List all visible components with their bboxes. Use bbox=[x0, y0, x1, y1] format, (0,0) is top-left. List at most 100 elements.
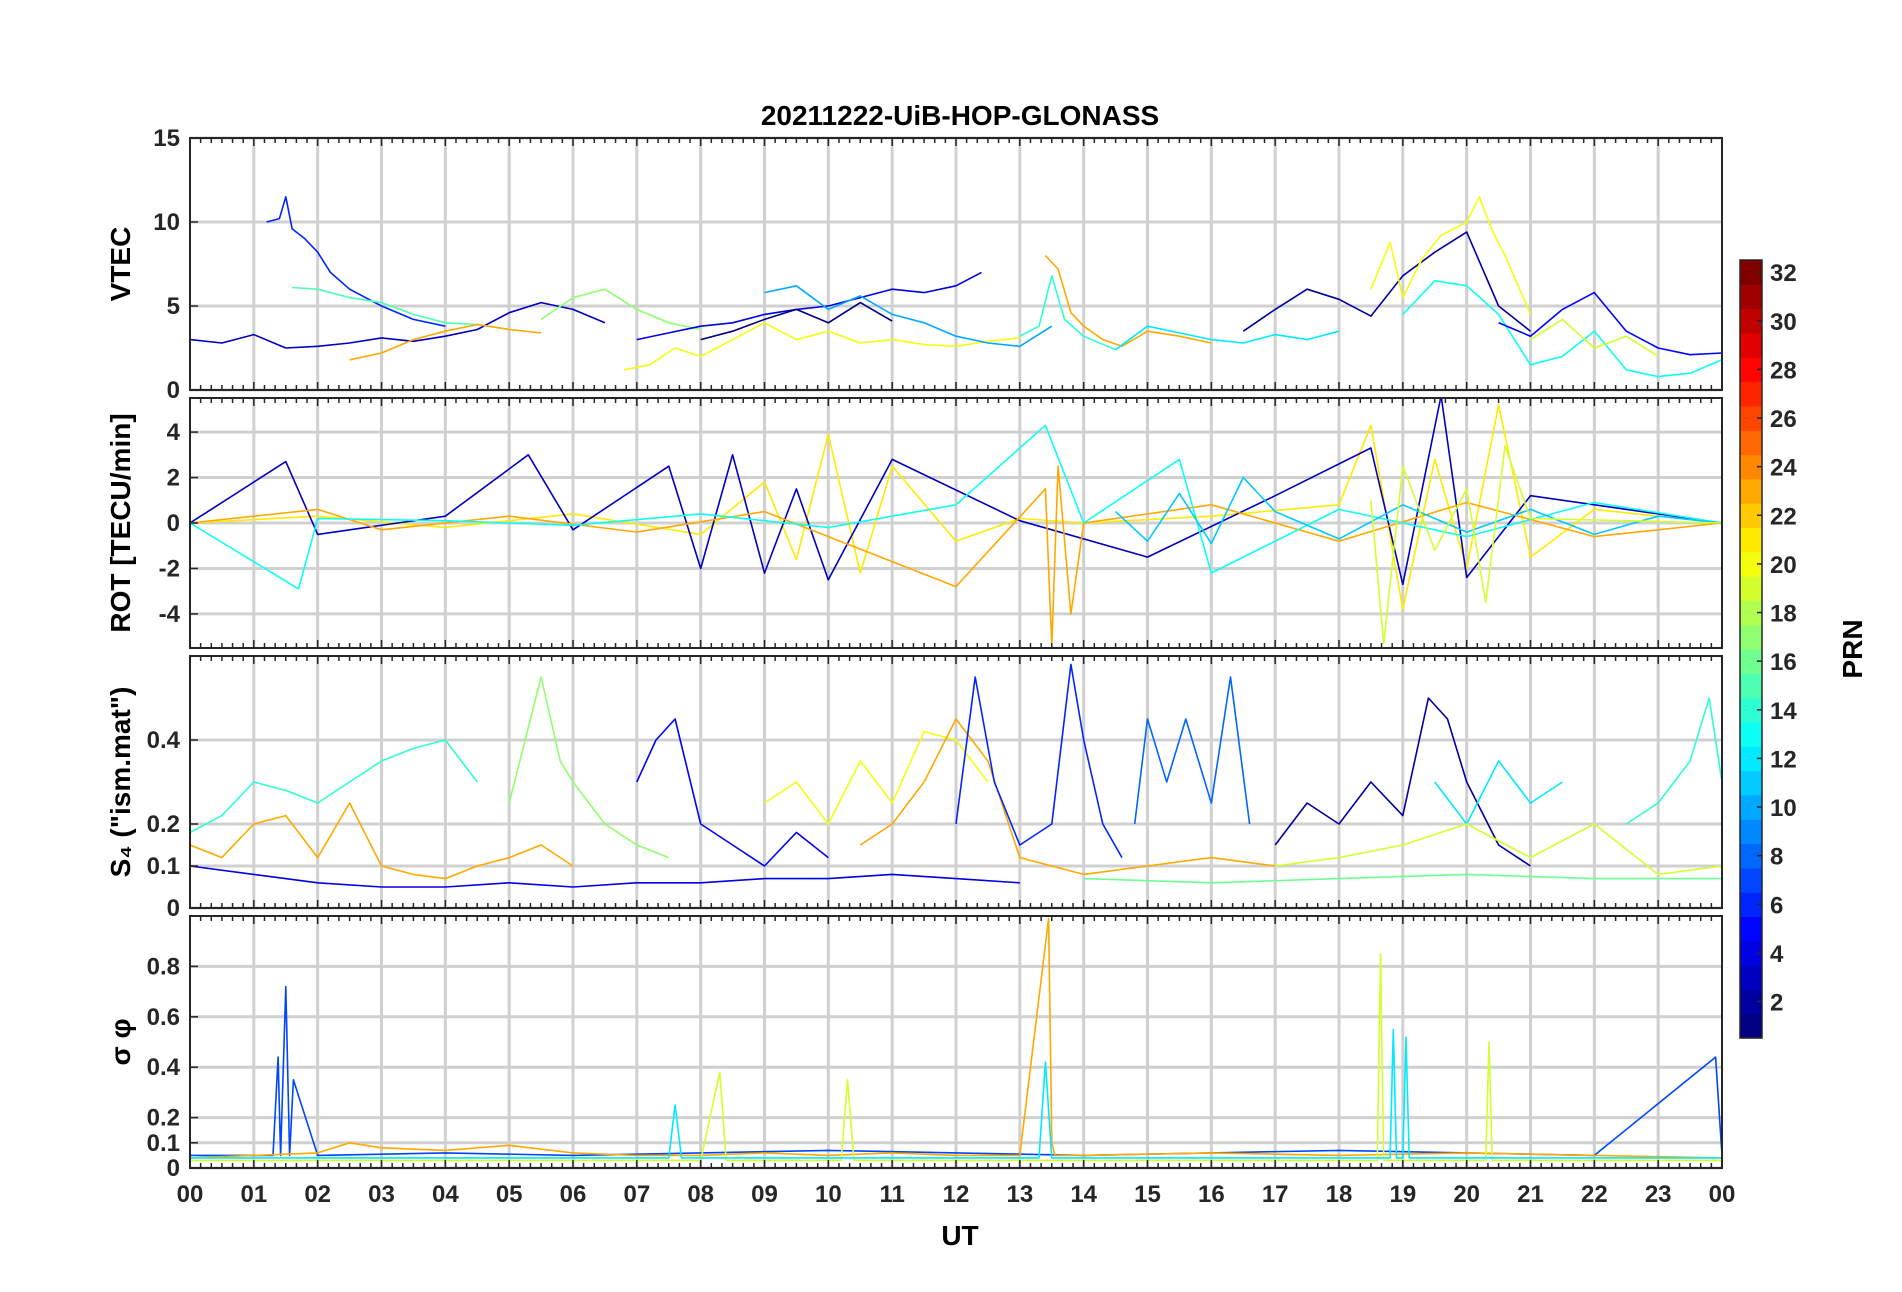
x-tick-label: 01 bbox=[240, 1181, 267, 1208]
colorbar-tick-label: 2 bbox=[1770, 990, 1783, 1017]
y-tick-label: 0 bbox=[167, 1155, 180, 1182]
x-tick-labels: 00 01 02 03 04 05 06 07 08 09 10 11 12 13 14 15 16 17 18 19… bbox=[177, 1181, 1736, 1208]
panel-s4: 0 0.1 0.2 0.4 S₄ ("ism.mat") bbox=[105, 655, 1723, 922]
colorbar-swatch bbox=[1740, 405, 1762, 431]
y-tick-label: 0 bbox=[167, 377, 180, 404]
trace-s4-prn-14 bbox=[1625, 697, 1722, 825]
x-tick-label: 03 bbox=[368, 1181, 395, 1208]
x-tick-label: 13 bbox=[1006, 1181, 1033, 1208]
y-tick-label: 0.1 bbox=[147, 853, 180, 880]
x-tick-label: 00 bbox=[177, 1181, 204, 1208]
trace-vtec-prn-10 bbox=[764, 284, 1053, 348]
trace-s4-prn-23 bbox=[190, 802, 574, 880]
trace-vtec-prn-20 bbox=[623, 321, 1020, 371]
x-tick-label: 04 bbox=[432, 1181, 459, 1208]
colorbar-swatch bbox=[1740, 843, 1762, 869]
trace-vtec-prn-4 bbox=[636, 271, 982, 341]
colorbar-tick-label: 12 bbox=[1770, 746, 1797, 773]
trace-s4-prn-5 bbox=[636, 718, 829, 867]
colorbar-swatch bbox=[1740, 576, 1762, 601]
y-tick-label: 0.2 bbox=[147, 1105, 180, 1132]
trace-rot-prn-21 bbox=[190, 403, 1722, 611]
colorbar-swatch bbox=[1740, 332, 1762, 358]
y-axis-label-s4: S₄ ("ism.mat") bbox=[105, 687, 136, 878]
x-tick-label: 21 bbox=[1517, 1181, 1544, 1208]
trace-vtec-prn-23 bbox=[349, 323, 542, 361]
x-tick-label: 20 bbox=[1453, 1181, 1480, 1208]
y-axis-label-vtec: VTEC bbox=[105, 227, 136, 302]
colorbar-swatch bbox=[1740, 867, 1762, 893]
colorbar-swatch bbox=[1740, 454, 1762, 480]
colorbar-swatch bbox=[1740, 527, 1762, 553]
trace-s4-prn-12 bbox=[1434, 760, 1563, 825]
y-tick-label: 0.4 bbox=[147, 727, 181, 754]
x-tick-label: 14 bbox=[1070, 1181, 1097, 1208]
y-tick-label: 10 bbox=[153, 209, 180, 236]
trace-vtec-prn-14 bbox=[1019, 274, 1116, 351]
y-tick-label: 0.6 bbox=[147, 1004, 180, 1031]
colorbar-tick-label: 6 bbox=[1770, 892, 1783, 919]
x-tick-label: 16 bbox=[1198, 1181, 1225, 1208]
colorbar-swatch bbox=[1740, 649, 1762, 674]
panel-rot: -4 -2 0 2 4 ROT [TECU/min] bbox=[105, 397, 1723, 649]
y-tick-label: 0 bbox=[167, 510, 180, 537]
y-tick-label: 15 bbox=[153, 125, 180, 152]
colorbar-swatch bbox=[1740, 892, 1762, 918]
colorbar-swatch bbox=[1740, 260, 1762, 285]
trace-rot-prn-13 bbox=[190, 424, 1722, 590]
x-tick-label: 10 bbox=[815, 1181, 842, 1208]
colorbar-swatch bbox=[1740, 697, 1762, 723]
y-tick-label: 0 bbox=[167, 895, 180, 922]
y-tick-label: 0.1 bbox=[147, 1130, 180, 1157]
trace-rot-prn-11 bbox=[1115, 476, 1722, 545]
traces-s4 bbox=[190, 663, 1722, 888]
x-tick-label: 15 bbox=[1134, 1181, 1161, 1208]
trace-s4-prn-8 bbox=[1133, 676, 1251, 825]
colorbar-swatch bbox=[1740, 357, 1762, 383]
colorbar-swatch bbox=[1740, 478, 1762, 504]
colorbar-tick-label: 4 bbox=[1770, 941, 1784, 968]
y-tick-label: -4 bbox=[159, 601, 181, 628]
x-tick-label: 05 bbox=[496, 1181, 523, 1208]
colorbar-tick-label: 14 bbox=[1770, 698, 1797, 725]
colorbar-tick-label: 20 bbox=[1770, 552, 1797, 579]
colorbar-tick-label: 30 bbox=[1770, 309, 1797, 336]
trace-vtec-prn-3 bbox=[190, 301, 606, 349]
colorbar-tick-label: 26 bbox=[1770, 406, 1797, 433]
trace-s4-prn-4 bbox=[190, 865, 1020, 888]
trace-rot-prn-3 bbox=[190, 398, 1722, 586]
y-tick-label: -2 bbox=[159, 555, 180, 582]
trace-vtec-prn-23 bbox=[1044, 255, 1212, 348]
x-tick-label: 06 bbox=[560, 1181, 587, 1208]
trace-s4-prn-23 bbox=[859, 718, 1276, 876]
chart-title: 20211222-UiB-HOP-GLONASS bbox=[761, 100, 1159, 131]
x-tick-label: 12 bbox=[943, 1181, 970, 1208]
x-tick-label: 22 bbox=[1581, 1181, 1608, 1208]
colorbar-swatch bbox=[1740, 916, 1762, 942]
x-tick-label: 00 bbox=[1709, 1181, 1736, 1208]
colorbar-tick-label: 18 bbox=[1770, 601, 1797, 628]
minor-ticks-vtec bbox=[189, 138, 1723, 390]
trace-vtec-prn-20 bbox=[1370, 196, 1532, 315]
y-tick-label: 5 bbox=[167, 293, 180, 320]
x-tick-label: 09 bbox=[751, 1181, 778, 1208]
trace-vtec-prn-5 bbox=[1498, 291, 1722, 356]
colorbar-swatch bbox=[1740, 819, 1762, 845]
trace-vtec-prn-15 bbox=[292, 286, 510, 331]
colorbar-swatch bbox=[1740, 551, 1762, 577]
colorbar-swatch bbox=[1740, 308, 1762, 334]
colorbar-swatch bbox=[1740, 794, 1762, 820]
colorbar-tick-label: 32 bbox=[1770, 260, 1797, 287]
trace-vtec-prn-1 bbox=[700, 301, 893, 341]
colorbar-tick-label: 10 bbox=[1770, 795, 1797, 822]
colorbar-tick-label: 22 bbox=[1770, 503, 1797, 530]
colorbar-swatch bbox=[1740, 381, 1762, 407]
colorbar-swatch bbox=[1740, 503, 1762, 529]
trace-vtec-prn-17 bbox=[540, 288, 701, 331]
y-tick-label: 4 bbox=[167, 419, 181, 446]
trace-vtec-prn-13 bbox=[1402, 279, 1722, 378]
colorbar-frame bbox=[1739, 259, 1763, 1039]
y-tick-label: 0.2 bbox=[147, 811, 180, 838]
